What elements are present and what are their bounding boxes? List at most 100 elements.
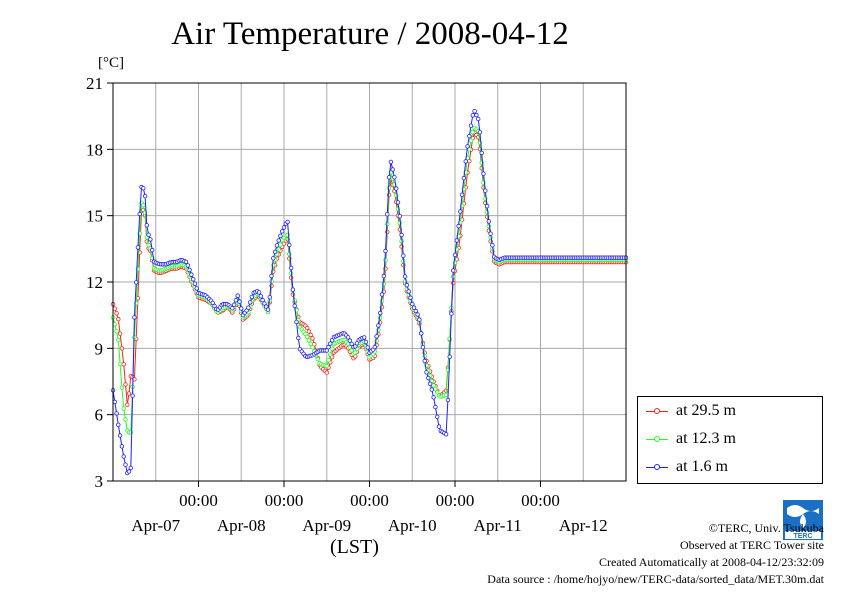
data-point	[114, 411, 119, 416]
data-point	[146, 232, 151, 237]
legend-item-1-6m: at 1.6 m	[644, 456, 728, 478]
data-point	[420, 345, 426, 350]
data-point	[459, 192, 465, 197]
data-point	[121, 406, 126, 411]
y-unit-label: [°C]	[98, 55, 124, 71]
y-tick-label: 18	[86, 140, 103, 159]
data-point	[456, 223, 461, 229]
data-point	[383, 258, 388, 263]
x-tick-label: 00:00	[265, 491, 304, 510]
data-point	[194, 286, 199, 291]
data-point	[278, 242, 283, 247]
data-point	[397, 213, 402, 219]
data-point	[141, 186, 146, 191]
data-point	[235, 293, 240, 298]
data-point	[272, 249, 278, 255]
data-point	[404, 282, 410, 288]
data-point	[447, 354, 452, 359]
data-point	[431, 395, 436, 400]
legend-symbol	[644, 456, 670, 478]
legend-symbol	[644, 428, 670, 450]
data-point	[276, 238, 281, 243]
data-point	[112, 399, 117, 405]
data-point	[435, 390, 440, 395]
data-point	[463, 159, 468, 164]
data-point	[256, 290, 262, 295]
legend-symbol	[644, 400, 670, 422]
data-point	[411, 305, 417, 310]
x-date-label: Apr-11	[474, 516, 522, 535]
data-point	[449, 311, 454, 316]
data-point	[292, 303, 297, 308]
data-point	[117, 433, 123, 438]
data-point	[401, 253, 406, 258]
data-point	[381, 273, 386, 279]
data-point	[486, 219, 491, 224]
data-point	[190, 277, 196, 282]
data-point	[315, 356, 320, 362]
plot-frame	[112, 82, 627, 482]
data-point	[445, 397, 451, 403]
data-point	[237, 299, 242, 304]
data-point	[121, 362, 126, 367]
data-point	[470, 129, 475, 135]
data-point	[324, 370, 329, 375]
data-point	[258, 294, 263, 299]
data-point	[128, 465, 133, 471]
data-point	[144, 223, 149, 228]
data-point	[326, 344, 331, 350]
data-point	[402, 274, 408, 279]
data-point	[280, 229, 285, 234]
data-point	[308, 341, 313, 346]
data-point	[476, 116, 481, 122]
data-point	[231, 302, 237, 307]
data-point	[349, 341, 354, 347]
x-tick-label: 00:00	[436, 491, 475, 510]
data-point	[468, 138, 474, 143]
data-point	[354, 341, 360, 346]
data-point	[329, 346, 335, 351]
data-point	[328, 352, 333, 357]
data-point	[308, 332, 313, 338]
data-point	[116, 316, 121, 322]
data-point	[189, 272, 194, 277]
data-point	[395, 200, 401, 205]
data-point	[458, 209, 463, 214]
data-point	[433, 386, 438, 391]
data-point	[123, 382, 128, 387]
data-point	[324, 348, 329, 353]
legend-label: at 1.6 m	[676, 458, 728, 475]
data-point	[265, 307, 271, 312]
data-point	[488, 231, 493, 236]
data-point	[385, 211, 390, 217]
data-point	[392, 174, 397, 180]
data-point	[290, 287, 296, 292]
data-point	[119, 346, 125, 351]
data-point	[417, 317, 422, 322]
logo-text: TERC	[793, 533, 812, 540]
data-point	[126, 391, 132, 396]
data-point	[117, 361, 123, 367]
y-tick-label: 21	[86, 74, 103, 93]
created-text: Created Automatically at 2008-04-12/23:3…	[599, 555, 824, 569]
legend-item-29-5m: at 29.5 m	[644, 400, 736, 422]
data-point	[347, 338, 353, 343]
data-point	[306, 338, 312, 343]
data-point	[426, 375, 431, 381]
data-point	[433, 404, 438, 410]
data-point	[431, 383, 436, 388]
data-point	[452, 252, 458, 258]
terc-logo: TERC	[783, 500, 823, 540]
legend-label: at 29.5 m	[676, 402, 736, 419]
data-point	[419, 331, 424, 336]
data-point	[436, 424, 442, 429]
data-point	[472, 108, 477, 114]
data-point	[260, 297, 265, 303]
data-point	[461, 175, 467, 181]
data-point	[274, 243, 280, 248]
data-point	[470, 113, 475, 118]
data-point	[306, 329, 312, 334]
data-point	[119, 385, 125, 390]
data-point	[246, 305, 251, 310]
data-point	[267, 295, 272, 300]
